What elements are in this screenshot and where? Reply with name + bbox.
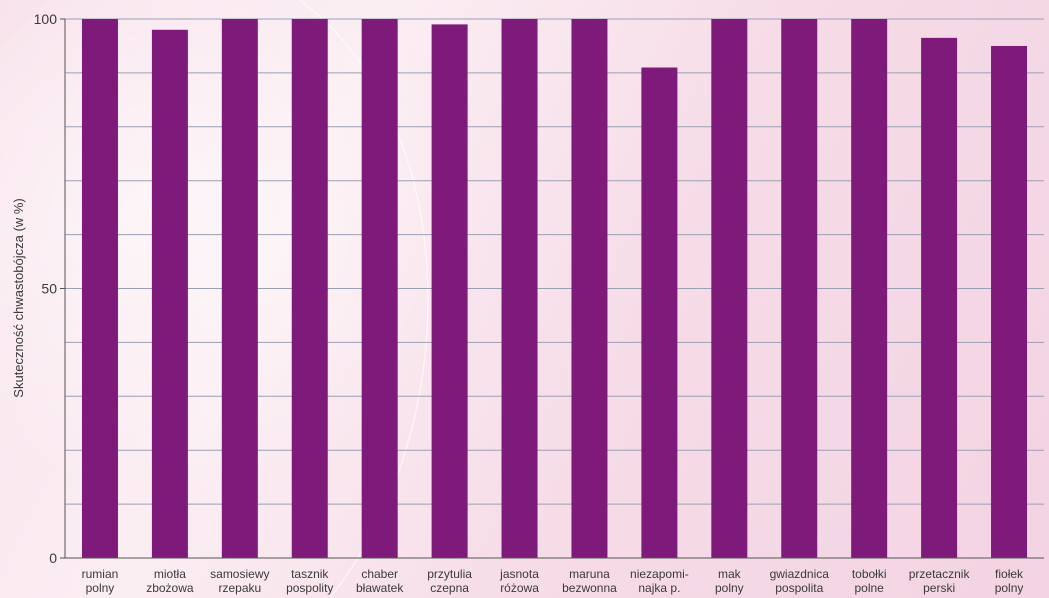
bar-8 xyxy=(571,19,608,558)
x-category-label-8: maruna bezwonna xyxy=(562,567,617,595)
bar-7 xyxy=(501,19,538,558)
bar-5 xyxy=(361,19,398,558)
x-category-label-14: fiołek polny xyxy=(995,567,1024,595)
bar-10 xyxy=(711,19,748,558)
bar-4 xyxy=(291,19,328,558)
y-axis-title: Skuteczność chwastobójcza (w %) xyxy=(11,198,26,397)
x-category-label-12: tobołki polne xyxy=(852,567,887,595)
y-tick-label-0: 0 xyxy=(49,550,57,566)
y-tick-label-50: 50 xyxy=(41,281,57,297)
x-category-label-3: samosiewy rzepaku xyxy=(210,567,269,595)
x-category-label-10: mak polny xyxy=(715,567,744,595)
y-tick-label-100: 100 xyxy=(34,11,58,27)
x-category-label-13: przetacznik perski xyxy=(909,567,971,595)
bar-9 xyxy=(641,67,678,558)
bar-12 xyxy=(851,19,888,558)
x-category-labels: rumian polny miotła zbożowa samosiewy rzepaku… xyxy=(82,567,1024,595)
bar-11 xyxy=(781,19,818,558)
x-category-label-4: tasznik pospolity xyxy=(286,567,333,595)
x-category-label-2: miotła zbożowa xyxy=(146,567,194,595)
bar-2 xyxy=(151,29,188,558)
x-category-label-5: chaber bławatek xyxy=(356,567,404,595)
x-category-label-9: niezapomi-najka p. xyxy=(630,567,689,595)
bar-6 xyxy=(431,24,468,558)
x-category-label-7: jasnota różowa xyxy=(499,567,539,595)
bar-13 xyxy=(921,37,958,559)
bar-14 xyxy=(991,45,1028,558)
x-category-label-11: gwiazdnica pospolita xyxy=(770,567,830,595)
bars xyxy=(81,19,1028,559)
bar-1 xyxy=(81,19,118,558)
y-tick-labels: 0 50 100 xyxy=(34,11,65,566)
bar-3 xyxy=(221,19,258,558)
x-category-label-1: rumian polny xyxy=(82,567,119,595)
x-category-label-6: przytulia czepna xyxy=(427,567,472,595)
